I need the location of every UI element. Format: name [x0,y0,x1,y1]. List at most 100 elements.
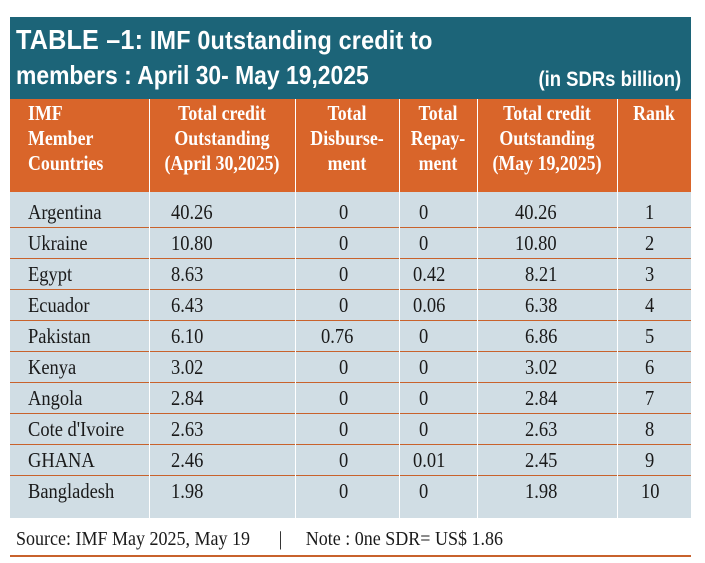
table-row: Argentina 40.26 0 0 40.26 1 [10,197,691,228]
cell-country: Egypt [28,262,73,286]
cell-disbursement: 0 [339,355,349,379]
cell-country: Argentina [28,200,102,224]
cell-country: Kenya [28,355,77,379]
row-divider [10,382,691,383]
header-line: Outstanding [174,126,270,150]
table-row: Egypt 8.63 0 0.42 8.21 3 [10,259,691,290]
cell-disbursement: 0 [339,386,349,410]
row-divider [10,227,691,228]
header-line: Countries [28,151,104,175]
column-header-credit-apr30: Total credit Outstanding (April 30,2025) [160,101,284,176]
row-divider [10,289,691,290]
cell-rank: 1 [645,200,655,224]
header-line: Total [327,101,367,125]
column-divider [149,99,150,518]
cell-credit-apr30: 1.98 [171,479,204,503]
header-line: Total credit [178,101,266,125]
unit-label: (in SDRs billion) [538,68,681,91]
column-divider [477,99,478,518]
cell-rank: 10 [641,479,660,503]
table-body [10,192,691,518]
table-row: Ecuador 6.43 0 0.06 6.38 4 [10,290,691,321]
table-title-line2: members : April 30- May 19,2025 [16,60,369,90]
row-divider [10,413,691,414]
header-line: Total [418,101,458,125]
cell-credit-may19: 2.45 [525,448,558,472]
cell-disbursement: 0 [339,479,349,503]
table-header [10,99,691,192]
column-header-credit-may19: Total credit Outstanding (May 19,2025) [488,101,607,176]
cell-repayment: 0 [419,231,429,255]
column-divider [617,99,618,518]
note-text: Note : 0ne SDR= US$ 1.86 [305,528,503,550]
cell-country: GHANA [28,448,95,472]
cell-credit-may19: 40.26 [515,200,557,224]
header-line: IMF [28,101,63,125]
cell-disbursement: 0 [339,448,349,472]
cell-rank: 2 [645,231,655,255]
cell-credit-apr30: 2.63 [171,417,204,441]
cell-credit-may19: 6.38 [525,293,558,317]
title-banner [10,17,691,99]
cell-disbursement: 0 [339,293,349,317]
footer-rule [10,555,691,557]
cell-rank: 5 [645,324,655,348]
header-line: Disburse- [310,126,384,150]
header-line: Total credit [503,101,591,125]
cell-country: Ukraine [28,231,88,255]
cell-rank: 7 [645,386,655,410]
table-row: Cote d'Ivoire 2.63 0 0 2.63 8 [10,414,691,445]
footer-separator: | [278,528,283,550]
column-divider [295,99,296,518]
cell-credit-apr30: 10.80 [171,231,213,255]
cell-credit-may19: 2.63 [525,417,558,441]
header-line: (May 19,2025) [492,151,602,175]
footer: Source: IMF May 2025, May 19 | Note : 0ne … [16,528,503,551]
header-line: Outstanding [499,126,595,150]
cell-rank: 4 [645,293,655,317]
cell-repayment: 0 [419,479,429,503]
cell-repayment: 0.42 [413,262,446,286]
cell-disbursement: 0.76 [321,324,354,348]
table-row: Angola 2.84 0 0 2.84 7 [10,383,691,414]
cell-repayment: 0 [419,417,429,441]
cell-repayment: 0 [419,324,429,348]
cell-credit-may19: 10.80 [515,231,557,255]
row-divider [10,444,691,445]
cell-disbursement: 0 [339,231,349,255]
header-line: Repay- [410,126,466,150]
column-header-rank: Rank [623,101,686,126]
header-line: ment [327,151,367,175]
cell-repayment: 0 [419,200,429,224]
cell-credit-apr30: 6.43 [171,293,204,317]
row-divider [10,258,691,259]
column-header-disbursement: Total Disburse-ment [303,101,391,176]
column-divider [399,99,400,518]
table-row: GHANA 2.46 0 0.01 2.45 9 [10,445,691,476]
cell-credit-apr30: 2.46 [171,448,204,472]
cell-rank: 8 [645,417,655,441]
cell-repayment: 0 [419,355,429,379]
cell-rank: 9 [645,448,655,472]
source-text: Source: IMF May 2025, May 19 [16,528,250,550]
cell-repayment: 0.06 [413,293,446,317]
table-title-text: IMF 0utstanding credit to [143,25,433,55]
cell-credit-may19: 2.84 [525,386,558,410]
cell-credit-apr30: 3.02 [171,355,204,379]
header-line: Rank [633,101,675,125]
cell-repayment: 0.01 [413,448,446,472]
cell-repayment: 0 [419,386,429,410]
cell-country: Angola [28,386,83,410]
header-line: (April 30,2025) [164,151,280,175]
cell-country: Cote d'Ivoire [28,417,125,441]
column-header-repayment: Total Repay-ment [405,101,471,176]
table-number: TABLE –1: [16,24,144,55]
cell-credit-may19: 3.02 [525,355,558,379]
cell-rank: 6 [645,355,655,379]
header-line: ment [418,151,458,175]
cell-disbursement: 0 [339,200,349,224]
table-row: Bangladesh 1.98 0 0 1.98 10 [10,476,691,507]
cell-disbursement: 0 [339,262,349,286]
row-divider [10,351,691,352]
column-header-country: IMF Member Countries [28,101,103,176]
